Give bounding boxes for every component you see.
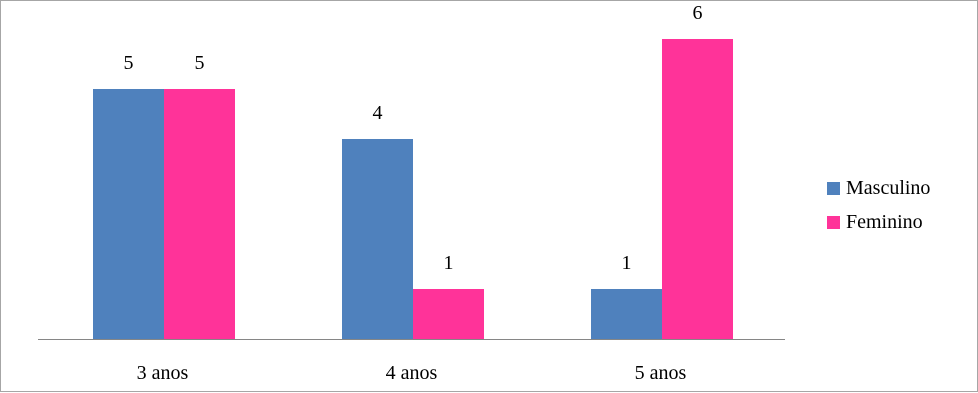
legend-item-masculino: Masculino: [827, 171, 977, 205]
bar-feminino-1: [413, 289, 484, 339]
x-tick-label-0: 3 anos: [137, 362, 189, 384]
bar-masculino-1: [342, 139, 413, 339]
data-label-masculino-2: 1: [622, 252, 632, 274]
x-tick-label-1: 4 anos: [386, 362, 438, 384]
bar-feminino-0: [164, 89, 235, 339]
bar-feminino-2: [662, 39, 733, 339]
bar-masculino-2: [591, 289, 662, 339]
legend-item-feminino: Feminino: [827, 205, 977, 239]
legend: Masculino Feminino: [827, 171, 977, 239]
data-label-feminino-2: 6: [693, 2, 703, 24]
data-label-masculino-1: 4: [373, 102, 383, 124]
data-label-masculino-0: 5: [124, 52, 134, 74]
data-label-feminino-0: 5: [195, 52, 205, 74]
legend-swatch-masculino: [827, 181, 840, 195]
x-tick-label-2: 5 anos: [635, 362, 687, 384]
legend-swatch-feminino: [827, 215, 840, 229]
bar-masculino-0: [93, 89, 164, 339]
data-label-feminino-1: 1: [444, 252, 454, 274]
legend-label-masculino: Masculino: [846, 176, 931, 199]
legend-label-feminino: Feminino: [846, 210, 923, 233]
